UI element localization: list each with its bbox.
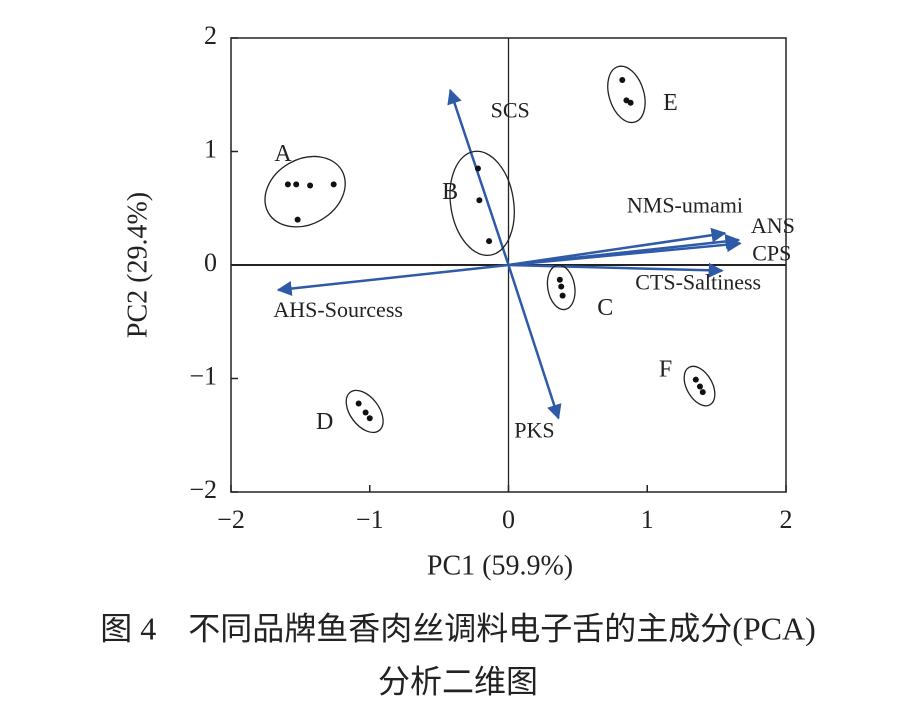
score-point (294, 216, 301, 223)
loading-label: PKS (514, 417, 554, 442)
group-label: F (659, 357, 672, 383)
score-point (330, 181, 337, 188)
score-point (559, 292, 566, 299)
score-point (476, 197, 483, 204)
caption: 分析二维图 (378, 663, 538, 699)
score-point (619, 76, 626, 83)
x-tick-label: 2 (780, 505, 793, 534)
score-point (627, 99, 634, 106)
group-label: E (663, 90, 678, 116)
y-tick-label: 0 (204, 248, 217, 277)
group-ellipse (264, 155, 346, 228)
score-point (284, 181, 291, 188)
loading-label: NMS-umami (627, 192, 743, 217)
loading-label: AHS-Sourcess (273, 297, 403, 322)
score-point (366, 415, 373, 422)
loading-vector (447, 88, 510, 266)
y-axis-label: PC2 (29.4%) (122, 192, 153, 338)
y-tick-label: −2 (189, 475, 217, 504)
group-label: C (597, 295, 613, 321)
x-tick-label: 1 (641, 505, 654, 534)
x-tick-label: −2 (217, 505, 245, 534)
x-tick-label: 0 (502, 505, 515, 534)
group-label: D (316, 409, 333, 435)
group-ellipse (345, 389, 384, 434)
group-ellipse (683, 365, 716, 407)
group-ellipse (607, 65, 646, 124)
score-point (699, 389, 706, 396)
x-tick-label: −1 (356, 505, 384, 534)
score-point (293, 181, 300, 188)
loading-vector (508, 227, 727, 267)
score-point (692, 376, 699, 383)
score-point (307, 182, 314, 189)
score-point (355, 400, 362, 407)
caption: 图 4 不同品牌鱼香肉丝调料电子舌的主成分(PCA) (100, 610, 816, 646)
loading-label: CTS-Saltiness (635, 270, 761, 295)
group-label: B (442, 179, 458, 205)
score-point (362, 409, 369, 416)
y-tick-label: −1 (189, 361, 217, 390)
group-ellipse (449, 150, 515, 257)
x-axis-label: PC1 (59.9%) (427, 550, 573, 581)
score-point (558, 283, 565, 290)
score-point (696, 383, 703, 390)
score-point (474, 165, 481, 172)
score-point (486, 238, 493, 245)
group-label: A (274, 141, 292, 167)
loading-vector (508, 237, 742, 267)
loading-label: ANS (751, 213, 795, 238)
group-ellipse (546, 264, 576, 311)
loading-label: SCS (491, 97, 530, 122)
y-tick-label: 2 (204, 21, 217, 50)
loading-label: CPS (752, 240, 791, 265)
y-tick-label: 1 (204, 134, 217, 163)
loading-vector (507, 264, 562, 420)
loading-vector (508, 262, 724, 278)
score-point (556, 276, 563, 283)
loading-vector (276, 263, 509, 296)
